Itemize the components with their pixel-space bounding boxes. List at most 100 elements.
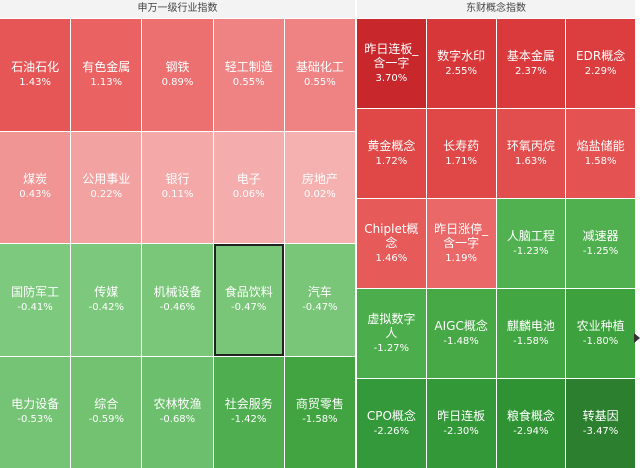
cell-value: 0.02% xyxy=(304,189,336,201)
cell-label: 机械设备 xyxy=(153,284,202,299)
cell-label: 人脑工程 xyxy=(506,228,555,243)
cell-value: -0.47% xyxy=(302,301,338,313)
cell-label: 麒麟电池 xyxy=(506,318,555,333)
heatmap-cell[interactable]: 麒麟电池 -1.58% xyxy=(496,289,566,378)
cell-label: CPO概念 xyxy=(366,408,416,423)
cell-label: 银行 xyxy=(165,172,190,187)
heatmap-cell[interactable]: 基础化工 0.55% xyxy=(284,19,355,131)
cell-label: 综合 xyxy=(94,397,119,412)
heatmap-cell[interactable]: 商贸零售 -1.58% xyxy=(284,356,355,468)
heatmap-cell[interactable]: 农业种植 -1.80% xyxy=(566,289,635,378)
cell-value: 0.11% xyxy=(161,189,194,201)
cell-label: 国防军工 xyxy=(11,284,60,299)
cell-value: 0.22% xyxy=(90,189,123,201)
cell-label: 轻工制造 xyxy=(224,59,273,74)
heatmap-cell[interactable]: 机械设备 -0.46% xyxy=(142,244,213,356)
cell-label: 房地产 xyxy=(301,172,338,187)
heatmap-cell[interactable]: 电力设备 -0.53% xyxy=(0,356,71,468)
cell-label: 公用事业 xyxy=(82,172,131,187)
cell-label: 转基因 xyxy=(582,408,619,423)
heatmap-cell[interactable]: 人脑工程 -1.23% xyxy=(496,199,566,288)
cell-value: 2.29% xyxy=(584,65,617,77)
cell-value: 1.13% xyxy=(90,76,123,88)
industry-panel: 申万一级行业指数 石油石化 1.43% 有色金属 1.13% 钢铁 0.89% 轻工制造 0.… xyxy=(0,0,355,468)
cell-value: 1.43% xyxy=(19,76,51,88)
heatmap-cell[interactable]: 综合 -0.59% xyxy=(71,356,142,468)
heatmap-cell[interactable]: AIGC概念 -1.48% xyxy=(426,289,496,378)
heatmap-cell[interactable]: 煤炭 0.43% xyxy=(0,131,71,243)
heatmap-cell[interactable]: 轻工制造 0.55% xyxy=(213,19,284,131)
cell-label: 黄金概念 xyxy=(367,138,416,153)
cell-label: 昨日涨停_含一字 xyxy=(434,221,489,250)
heatmap-cell[interactable]: 粮食概念 -2.94% xyxy=(496,379,566,468)
heatmap-cell[interactable]: 昨日涨停_含一字 1.19% xyxy=(426,199,496,288)
heatmap-cell[interactable]: 焰盐储能 1.58% xyxy=(566,109,635,198)
cell-value: -0.68% xyxy=(159,414,196,426)
heatmap-cell[interactable]: CPO概念 -2.26% xyxy=(357,379,426,468)
cell-value: -2.30% xyxy=(443,425,479,437)
cell-value: -1.23% xyxy=(513,245,549,257)
heatmap-cell[interactable]: 食品饮料 -0.47% xyxy=(213,244,284,356)
cell-value: -3.47% xyxy=(582,425,619,437)
cell-value: -0.47% xyxy=(231,301,267,313)
heatmap-cell[interactable]: 长寿药 1.71% xyxy=(426,109,496,198)
heatmap-cell[interactable]: EDR概念 2.29% xyxy=(566,19,635,108)
cell-value: 3.70% xyxy=(375,72,408,84)
heatmap-cell[interactable]: 公用事业 0.22% xyxy=(71,131,142,243)
panel-title: 东财概念指数 xyxy=(357,0,635,18)
scroll-arrow[interactable] xyxy=(634,332,640,344)
cell-label: EDR概念 xyxy=(576,48,626,63)
heatmap-cell[interactable]: 国防军工 -0.41% xyxy=(0,244,71,356)
cell-value: -0.59% xyxy=(88,414,124,426)
heatmap-cell[interactable]: 昨日连板 -2.30% xyxy=(426,379,496,468)
heatmap-cell[interactable]: 汽车 -0.47% xyxy=(284,244,355,356)
cell-label: 环氧丙烷 xyxy=(506,138,555,153)
cell-label: 煤炭 xyxy=(23,172,48,187)
cell-value: -1.25% xyxy=(582,245,619,257)
heatmap-cell[interactable]: 电子 0.06% xyxy=(213,131,284,243)
cell-label: 农林牧渔 xyxy=(153,397,202,412)
heatmap-cell[interactable]: 昨日连板_含一字 3.70% xyxy=(357,19,426,108)
cell-label: 长寿药 xyxy=(443,138,480,153)
heatmap-cell[interactable]: 数字水印 2.55% xyxy=(426,19,496,108)
heatmap-cell[interactable]: 社会服务 -1.42% xyxy=(213,356,284,468)
cell-value: 0.06% xyxy=(232,189,265,201)
heatmap-cell[interactable]: Chiplet概念 1.46% xyxy=(357,199,426,288)
cell-label: 电力设备 xyxy=(11,397,60,412)
heatmap-cell[interactable]: 转基因 -3.47% xyxy=(566,379,635,468)
heatmap-cell[interactable]: 基本金属 2.37% xyxy=(496,19,566,108)
heatmap-cell[interactable]: 石油石化 1.43% xyxy=(0,19,71,131)
heatmap-cell[interactable]: 虚拟数字人 -1.27% xyxy=(357,289,426,378)
cell-value: 1.58% xyxy=(584,155,617,167)
cell-value: 2.55% xyxy=(445,65,478,77)
cell-label: AIGC概念 xyxy=(434,318,488,333)
heatmap: 石油石化 1.43% 有色金属 1.13% 钢铁 0.89% 轻工制造 0.55% 基础化工 0.… xyxy=(0,19,355,468)
heatmap-cell[interactable]: 黄金概念 1.72% xyxy=(357,109,426,198)
cell-label: 商贸零售 xyxy=(295,397,344,412)
heatmap-cell[interactable]: 减速器 -1.25% xyxy=(566,199,635,288)
panel-title: 申万一级行业指数 xyxy=(0,0,355,18)
cell-value: 1.63% xyxy=(514,155,547,167)
heatmap-cell[interactable]: 农林牧渔 -0.68% xyxy=(142,356,213,468)
cell-label: 农业种植 xyxy=(576,318,625,333)
cell-value: -1.27% xyxy=(373,342,410,354)
heatmap-cell[interactable]: 有色金属 1.13% xyxy=(71,19,142,131)
heatmap-cell[interactable]: 银行 0.11% xyxy=(142,131,213,243)
heatmap-cell[interactable]: 房地产 0.02% xyxy=(284,131,355,243)
concept-panel: 东财概念指数 昨日连板_含一字 3.70% 数字水印 2.55% 基本金属 2.37% ED… xyxy=(357,0,635,468)
cell-label: Chiplet概念 xyxy=(364,221,419,250)
cell-label: 有色金属 xyxy=(82,59,131,74)
cell-value: -0.46% xyxy=(159,301,196,313)
cell-value: -1.42% xyxy=(231,414,267,426)
heatmap-cell[interactable]: 钢铁 0.89% xyxy=(142,19,213,131)
cell-value: -2.26% xyxy=(373,425,410,437)
cell-label: 社会服务 xyxy=(224,397,273,412)
cell-value: 2.37% xyxy=(514,65,547,77)
cell-label: 食品饮料 xyxy=(224,284,273,299)
cell-label: 基础化工 xyxy=(295,59,344,74)
cell-label: 基本金属 xyxy=(506,48,555,63)
heatmap-cell[interactable]: 传媒 -0.42% xyxy=(71,244,142,356)
cell-value: 0.43% xyxy=(19,189,51,201)
heatmap-cell[interactable]: 环氧丙烷 1.63% xyxy=(496,109,566,198)
cell-value: -1.48% xyxy=(443,335,479,347)
